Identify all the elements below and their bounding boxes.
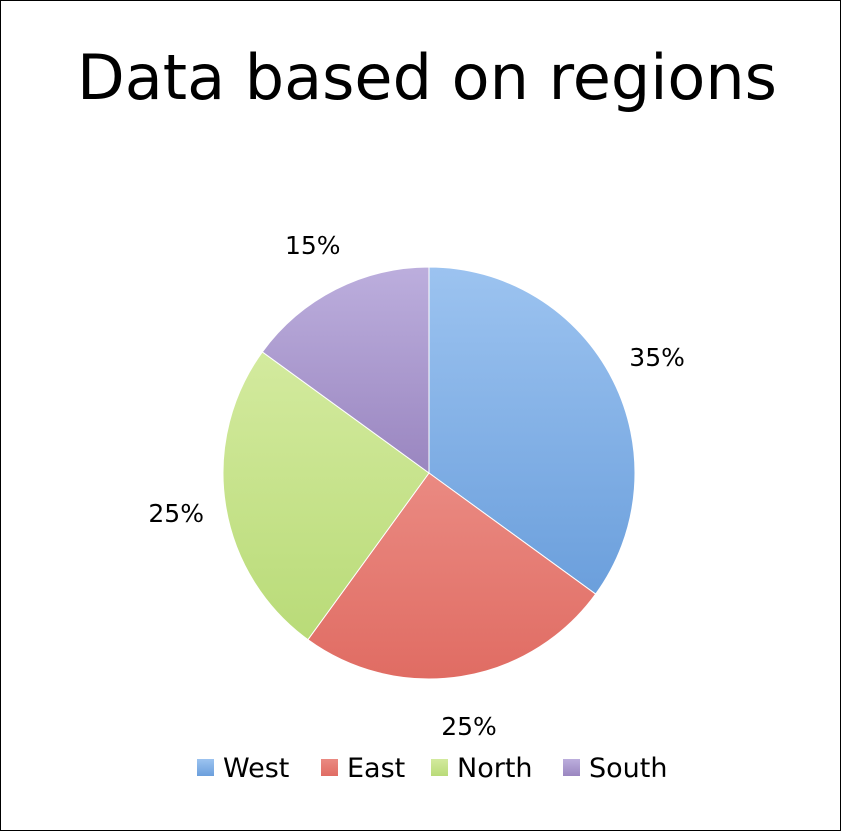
chart-title: Data based on regions xyxy=(77,41,777,114)
data-label-north: 25% xyxy=(148,499,204,528)
legend-swatch-north xyxy=(431,759,448,776)
legend-item-north: North xyxy=(431,753,533,784)
chart-legend: West East North South xyxy=(197,753,667,784)
pie-slice-west xyxy=(428,266,636,595)
legend-item-east: East xyxy=(321,753,405,784)
data-label-south: 15% xyxy=(285,231,341,260)
legend-swatch-west xyxy=(197,759,214,776)
legend-label-east: East xyxy=(347,753,405,784)
legend-swatch-east xyxy=(321,759,338,776)
pie-slices xyxy=(222,266,636,680)
legend-label-north: North xyxy=(457,753,533,784)
pie-slice-south xyxy=(261,266,430,474)
legend-label-west: West xyxy=(223,753,289,784)
data-label-east: 25% xyxy=(441,712,497,741)
legend-item-west: West xyxy=(197,753,289,784)
legend-label-south: South xyxy=(589,753,667,784)
pie-data-labels: 35% 25% 25% 15% xyxy=(148,231,684,741)
legend-item-south: South xyxy=(563,753,667,784)
legend-swatch-south xyxy=(563,759,580,776)
pie-slice-north xyxy=(222,351,430,641)
data-label-west: 35% xyxy=(629,343,685,372)
pie-slice-east xyxy=(307,472,597,680)
